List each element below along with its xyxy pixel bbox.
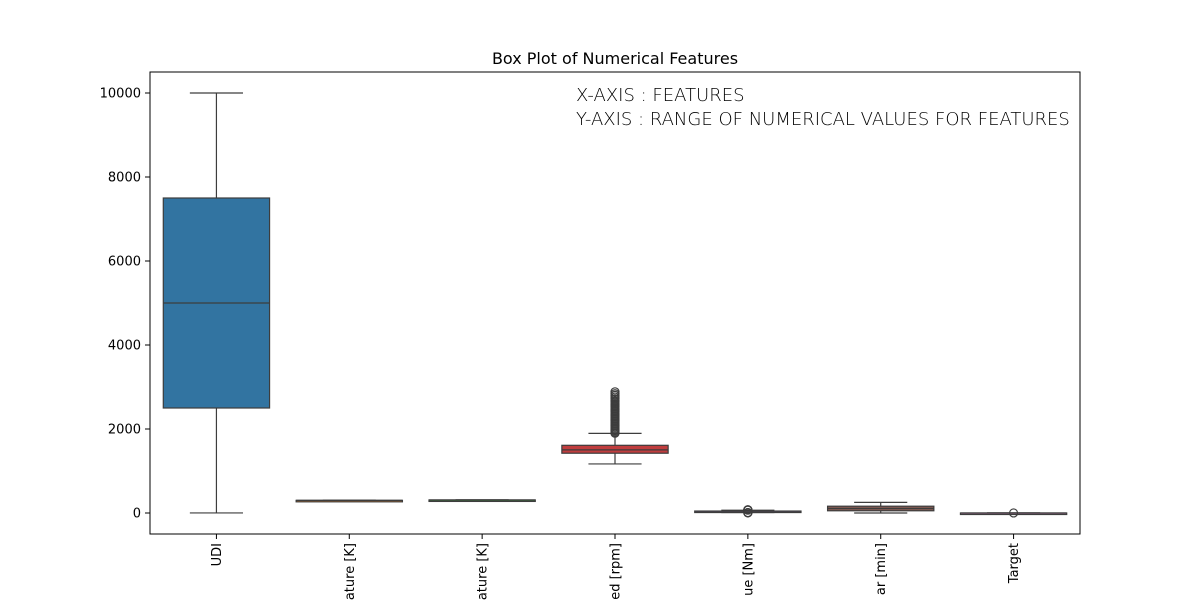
outlier-point <box>610 387 620 397</box>
y-tick-label: 4000 <box>108 339 141 354</box>
y-axis: 0 2000 4000 6000 8000 10000 <box>100 87 150 522</box>
box-group <box>694 505 802 518</box>
chart-title: Box Plot of Numerical Features <box>492 49 738 68</box>
y-tick-label: 6000 <box>108 255 141 270</box>
x-tick-label: UDI <box>210 543 225 566</box>
box-group <box>826 501 935 514</box>
box-group <box>561 387 669 465</box>
x-tick-label: ue [Nm] <box>741 543 756 596</box>
y-tick-label: 8000 <box>108 171 141 186</box>
x-tick-label: ature [K] <box>343 543 358 600</box>
plot-area-frame <box>149 71 1081 535</box>
outlier-point <box>743 507 753 518</box>
box-group <box>162 92 271 514</box>
annotation-y-axis: Y-AXIS : RANGE OF NUMERICAL VALUES FOR F… <box>576 109 1070 130</box>
x-axis: UDI ature [K] ature [K] ed [rpm] ue [Nm] ar [… <box>210 534 1022 600</box>
annotation-x-axis: X-AXIS : FEATURES <box>576 85 745 106</box>
box-group <box>428 499 536 503</box>
y-tick-label: 0 <box>133 507 141 522</box>
box-body <box>561 444 669 454</box>
box-group <box>295 499 404 503</box>
x-tick-label: ed [rpm] <box>609 543 624 600</box>
x-tick-label: ar [min] <box>874 543 889 595</box>
box-series <box>162 92 1068 518</box>
box-group <box>959 508 1068 518</box>
y-tick-label: 2000 <box>108 423 141 438</box>
outlier-point <box>743 505 753 515</box>
y-tick-label: 10000 <box>100 87 141 102</box>
x-tick-label: Target <box>1007 543 1022 584</box>
x-tick-label: ature [K] <box>476 543 491 600</box>
outlier-point <box>1008 508 1019 518</box>
